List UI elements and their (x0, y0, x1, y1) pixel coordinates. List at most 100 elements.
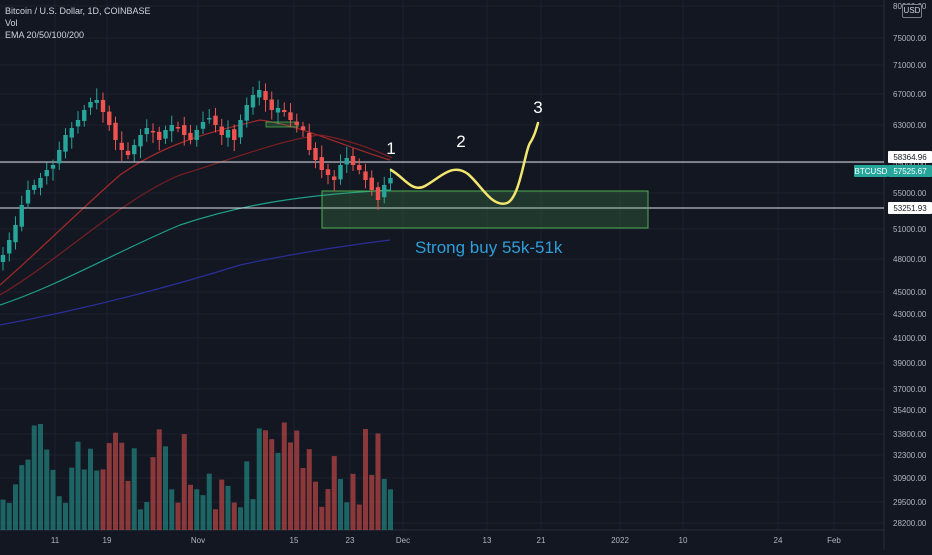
candle (50, 165, 56, 169)
candle (388, 178, 393, 184)
price-tick-label: 29500.00 (893, 498, 927, 507)
time-tick-label: 15 (290, 536, 299, 545)
volume-bar (338, 479, 343, 530)
candle (313, 148, 318, 160)
candle (82, 110, 87, 121)
candle (63, 135, 68, 152)
time-tick-label: 11 (51, 536, 60, 545)
volume-bar (38, 423, 43, 530)
strong-buy-note: Strong buy 55k-51k (415, 238, 563, 257)
candle (307, 132, 312, 150)
candle (325, 169, 331, 175)
volume-bar (88, 448, 93, 530)
candle (257, 90, 262, 98)
symbol-title[interactable]: Bitcoin / U.S. Dollar, 1D, COINBASE (5, 6, 151, 16)
candle (363, 171, 368, 180)
candlesticks (0, 80, 393, 271)
candle (232, 129, 237, 140)
chart-legend: Bitcoin / U.S. Dollar, 1D, COINBASE Vol … (5, 5, 151, 41)
price-tick-label: 75000.00 (893, 34, 927, 43)
ema-indicator-label[interactable]: EMA 20/50/100/200 (5, 30, 85, 40)
volume-bar (181, 434, 187, 530)
volume-bar (131, 448, 137, 530)
price-tick-label: 71000.00 (893, 61, 927, 70)
candle (300, 126, 306, 130)
price-tick-label: 37000.00 (893, 385, 927, 394)
candle (282, 109, 287, 112)
candle (75, 120, 81, 127)
volume-indicator-label[interactable]: Vol (5, 18, 18, 28)
volume-bar (169, 489, 175, 530)
volume-bar (281, 422, 287, 530)
candle (350, 155, 356, 165)
candle (57, 150, 62, 164)
volume-bar (19, 465, 25, 530)
volume-bars (0, 422, 393, 530)
candle (382, 185, 387, 198)
candle (125, 150, 131, 155)
price-axis: 80000.0075000.0071000.0067000.0063000.00… (893, 2, 927, 528)
small-range-box[interactable] (265, 121, 299, 128)
candle (225, 130, 231, 138)
volume-bar (206, 473, 212, 530)
price-marker-white: 53251.93 (888, 202, 932, 214)
volume-bar (350, 473, 356, 530)
volume-bar (69, 467, 75, 530)
price-tick-label: 51000.00 (893, 225, 927, 234)
volume-bar (256, 428, 262, 530)
time-tick-label: 13 (483, 536, 492, 545)
volume-bar (388, 489, 393, 530)
candle (182, 125, 187, 135)
volume-bar (31, 425, 37, 530)
volume-bar (113, 432, 118, 530)
candle (338, 165, 343, 180)
price-tick-label: 33800.00 (893, 430, 927, 439)
candle (175, 126, 181, 129)
time-axis: 11 19 Nov 15 23 Dec 13 21 2022 10 24 Feb (51, 536, 842, 545)
price-tick-label: 35400.00 (893, 406, 927, 415)
volume-bar (306, 449, 312, 530)
candle (0, 255, 6, 262)
volume-bar (319, 506, 325, 530)
ema-100-line (0, 189, 391, 306)
svg-text:58364.96: 58364.96 (893, 153, 927, 162)
currency-badge[interactable]: USD (902, 4, 922, 18)
candle (107, 111, 112, 125)
price-tick-label: 63000.00 (893, 121, 927, 130)
volume-bar (313, 481, 318, 530)
volume-bar (244, 461, 250, 530)
volume-bar (0, 499, 6, 530)
volume-bar (150, 457, 156, 530)
candle (319, 157, 324, 170)
candle (269, 99, 274, 110)
candle (32, 185, 37, 190)
price-marker-symbol: BTCUSD (854, 165, 888, 177)
candle (275, 108, 281, 113)
svg-text:53251.93: 53251.93 (893, 204, 927, 213)
volume-bar (125, 480, 131, 530)
projection-path[interactable] (389, 121, 540, 205)
volume-bar (250, 499, 256, 530)
price-tick-label: 41000.00 (893, 334, 927, 343)
price-tick-label: 30900.00 (893, 474, 927, 483)
strong-buy-zone[interactable] (321, 190, 649, 229)
candle (244, 105, 249, 121)
candle (288, 112, 293, 120)
volume-bar (63, 502, 68, 530)
candle (119, 142, 124, 150)
volume-bar (369, 474, 375, 530)
volume-bar (263, 430, 268, 530)
candle (163, 130, 168, 139)
volume-bar (138, 509, 143, 530)
candle (188, 132, 193, 140)
wave-label-1: 1 (386, 139, 395, 158)
candle (150, 130, 156, 133)
candle (207, 118, 212, 120)
candle (369, 177, 374, 190)
volume-bar (156, 429, 162, 530)
wave-label-2: 2 (456, 132, 465, 151)
volume-bar (13, 484, 18, 530)
volume-bar (381, 478, 387, 530)
